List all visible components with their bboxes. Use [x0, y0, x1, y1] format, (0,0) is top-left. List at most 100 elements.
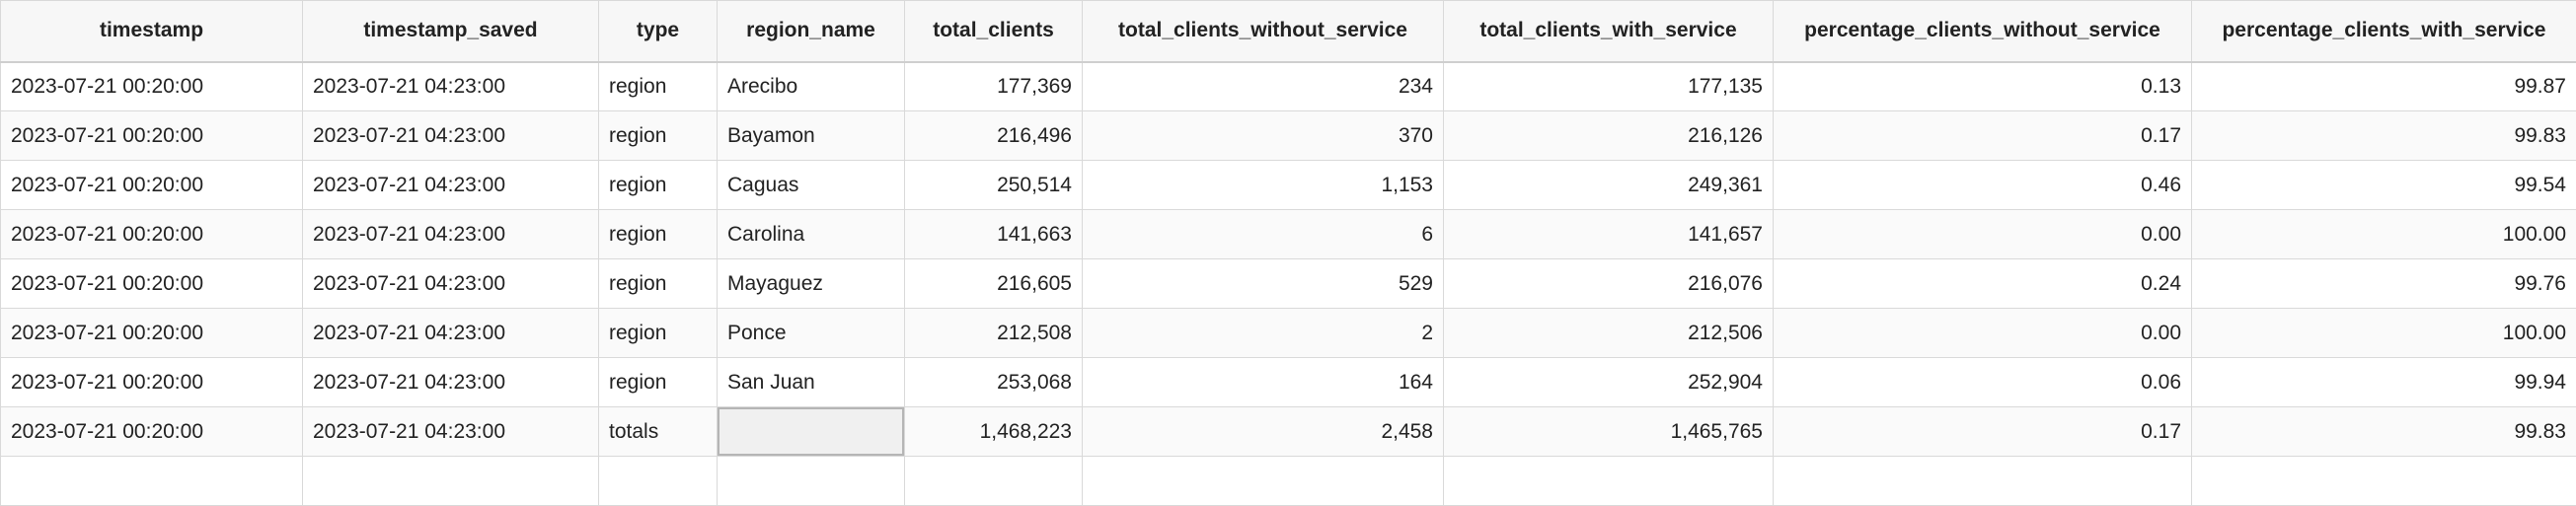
cell-region-name[interactable]: Bayamon: [718, 111, 905, 161]
cell-timestamp[interactable]: 2023-07-21 00:20:00: [1, 210, 303, 259]
cell-total-clients-with-service[interactable]: 141,657: [1444, 210, 1774, 259]
empty-cell: [905, 457, 1083, 506]
cell-percentage-clients-without-service[interactable]: 0.17: [1774, 111, 2192, 161]
cell-timestamp-saved[interactable]: 2023-07-21 04:23:00: [303, 259, 599, 309]
cell-type[interactable]: totals: [599, 407, 718, 457]
cell-region-name[interactable]: Ponce: [718, 309, 905, 358]
cell-total-clients-without-service[interactable]: 6: [1083, 210, 1444, 259]
cell-timestamp-saved[interactable]: 2023-07-21 04:23:00: [303, 62, 599, 111]
cell-total-clients-with-service[interactable]: 216,126: [1444, 111, 1774, 161]
empty-cell: [599, 457, 718, 506]
empty-cell: [1, 457, 303, 506]
cell-total-clients-with-service[interactable]: 216,076: [1444, 259, 1774, 309]
cell-region-name[interactable]: Carolina: [718, 210, 905, 259]
cell-total-clients-without-service[interactable]: 2,458: [1083, 407, 1444, 457]
column-header-total-clients-with-service[interactable]: total_clients_with_service: [1444, 1, 1774, 62]
empty-cell: [303, 457, 599, 506]
column-header-total-clients[interactable]: total_clients: [905, 1, 1083, 62]
cell-type[interactable]: region: [599, 62, 718, 111]
cell-total-clients-without-service[interactable]: 1,153: [1083, 161, 1444, 210]
cell-percentage-clients-with-service[interactable]: 99.76: [2192, 259, 2576, 309]
cell-percentage-clients-with-service[interactable]: 100.00: [2192, 210, 2576, 259]
column-header-timestamp[interactable]: timestamp: [1, 1, 303, 62]
cell-type[interactable]: region: [599, 259, 718, 309]
cell-percentage-clients-without-service[interactable]: 0.00: [1774, 210, 2192, 259]
cell-percentage-clients-without-service[interactable]: 0.24: [1774, 259, 2192, 309]
cell-percentage-clients-with-service[interactable]: 100.00: [2192, 309, 2576, 358]
cell-total-clients-with-service[interactable]: 252,904: [1444, 358, 1774, 407]
cell-percentage-clients-with-service[interactable]: 99.83: [2192, 407, 2576, 457]
cell-timestamp-saved[interactable]: 2023-07-21 04:23:00: [303, 309, 599, 358]
empty-row: [1, 457, 2576, 506]
cell-timestamp[interactable]: 2023-07-21 00:20:00: [1, 161, 303, 210]
cell-timestamp[interactable]: 2023-07-21 00:20:00: [1, 62, 303, 111]
empty-cell: [2192, 457, 2576, 506]
cell-type[interactable]: region: [599, 358, 718, 407]
cell-type[interactable]: region: [599, 309, 718, 358]
cell-timestamp-saved[interactable]: 2023-07-21 04:23:00: [303, 161, 599, 210]
cell-type[interactable]: region: [599, 210, 718, 259]
cell-percentage-clients-without-service[interactable]: 0.13: [1774, 62, 2192, 111]
cell-timestamp[interactable]: 2023-07-21 00:20:00: [1, 358, 303, 407]
cell-total-clients-with-service[interactable]: 212,506: [1444, 309, 1774, 358]
column-header-region-name[interactable]: region_name: [718, 1, 905, 62]
cell-total-clients[interactable]: 177,369: [905, 62, 1083, 111]
cell-total-clients-without-service[interactable]: 164: [1083, 358, 1444, 407]
header-row: timestamp timestamp_saved type region_na…: [1, 1, 2576, 62]
cell-total-clients[interactable]: 216,496: [905, 111, 1083, 161]
cell-total-clients[interactable]: 253,068: [905, 358, 1083, 407]
column-header-type[interactable]: type: [599, 1, 718, 62]
cell-region-name[interactable]: Caguas: [718, 161, 905, 210]
cell-timestamp-saved[interactable]: 2023-07-21 04:23:00: [303, 111, 599, 161]
column-header-total-clients-without-service[interactable]: total_clients_without_service: [1083, 1, 1444, 62]
cell-total-clients-without-service[interactable]: 370: [1083, 111, 1444, 161]
cell-timestamp[interactable]: 2023-07-21 00:20:00: [1, 259, 303, 309]
cell-timestamp[interactable]: 2023-07-21 00:20:00: [1, 309, 303, 358]
cell-total-clients[interactable]: 216,605: [905, 259, 1083, 309]
cell-timestamp[interactable]: 2023-07-21 00:20:00: [1, 111, 303, 161]
empty-cell: [1444, 457, 1774, 506]
cell-percentage-clients-without-service[interactable]: 0.17: [1774, 407, 2192, 457]
cell-timestamp-saved[interactable]: 2023-07-21 04:23:00: [303, 210, 599, 259]
cell-type[interactable]: region: [599, 111, 718, 161]
cell-timestamp-saved[interactable]: 2023-07-21 04:23:00: [303, 407, 599, 457]
cell-total-clients[interactable]: 1,468,223: [905, 407, 1083, 457]
cell-percentage-clients-with-service[interactable]: 99.94: [2192, 358, 2576, 407]
cell-region-name[interactable]: Mayaguez: [718, 259, 905, 309]
cell-percentage-clients-with-service[interactable]: 99.87: [2192, 62, 2576, 111]
cell-total-clients-without-service[interactable]: 529: [1083, 259, 1444, 309]
cell-total-clients-without-service[interactable]: 234: [1083, 62, 1444, 111]
cell-total-clients-without-service[interactable]: 2: [1083, 309, 1444, 358]
cell-timestamp-saved[interactable]: 2023-07-21 04:23:00: [303, 358, 599, 407]
cell-total-clients[interactable]: 250,514: [905, 161, 1083, 210]
cell-region-name[interactable]: San Juan: [718, 358, 905, 407]
column-header-timestamp-saved[interactable]: timestamp_saved: [303, 1, 599, 62]
cell-region-name[interactable]: [718, 407, 905, 457]
cell-type[interactable]: region: [599, 161, 718, 210]
cell-total-clients-with-service[interactable]: 249,361: [1444, 161, 1774, 210]
empty-cell: [1083, 457, 1444, 506]
cell-percentage-clients-with-service[interactable]: 99.83: [2192, 111, 2576, 161]
cell-total-clients-with-service[interactable]: 1,465,765: [1444, 407, 1774, 457]
column-header-percentage-clients-without-service[interactable]: percentage_clients_without_service: [1774, 1, 2192, 62]
empty-cell: [718, 457, 905, 506]
cell-region-name[interactable]: Arecibo: [718, 62, 905, 111]
cell-total-clients-with-service[interactable]: 177,135: [1444, 62, 1774, 111]
cell-timestamp[interactable]: 2023-07-21 00:20:00: [1, 407, 303, 457]
cell-total-clients[interactable]: 141,663: [905, 210, 1083, 259]
column-header-percentage-clients-with-service[interactable]: percentage_clients_with_service: [2192, 1, 2576, 62]
cell-percentage-clients-without-service[interactable]: 0.46: [1774, 161, 2192, 210]
cell-percentage-clients-without-service[interactable]: 0.06: [1774, 358, 2192, 407]
cell-percentage-clients-without-service[interactable]: 0.00: [1774, 309, 2192, 358]
cell-total-clients[interactable]: 212,508: [905, 309, 1083, 358]
cell-percentage-clients-with-service[interactable]: 99.54: [2192, 161, 2576, 210]
